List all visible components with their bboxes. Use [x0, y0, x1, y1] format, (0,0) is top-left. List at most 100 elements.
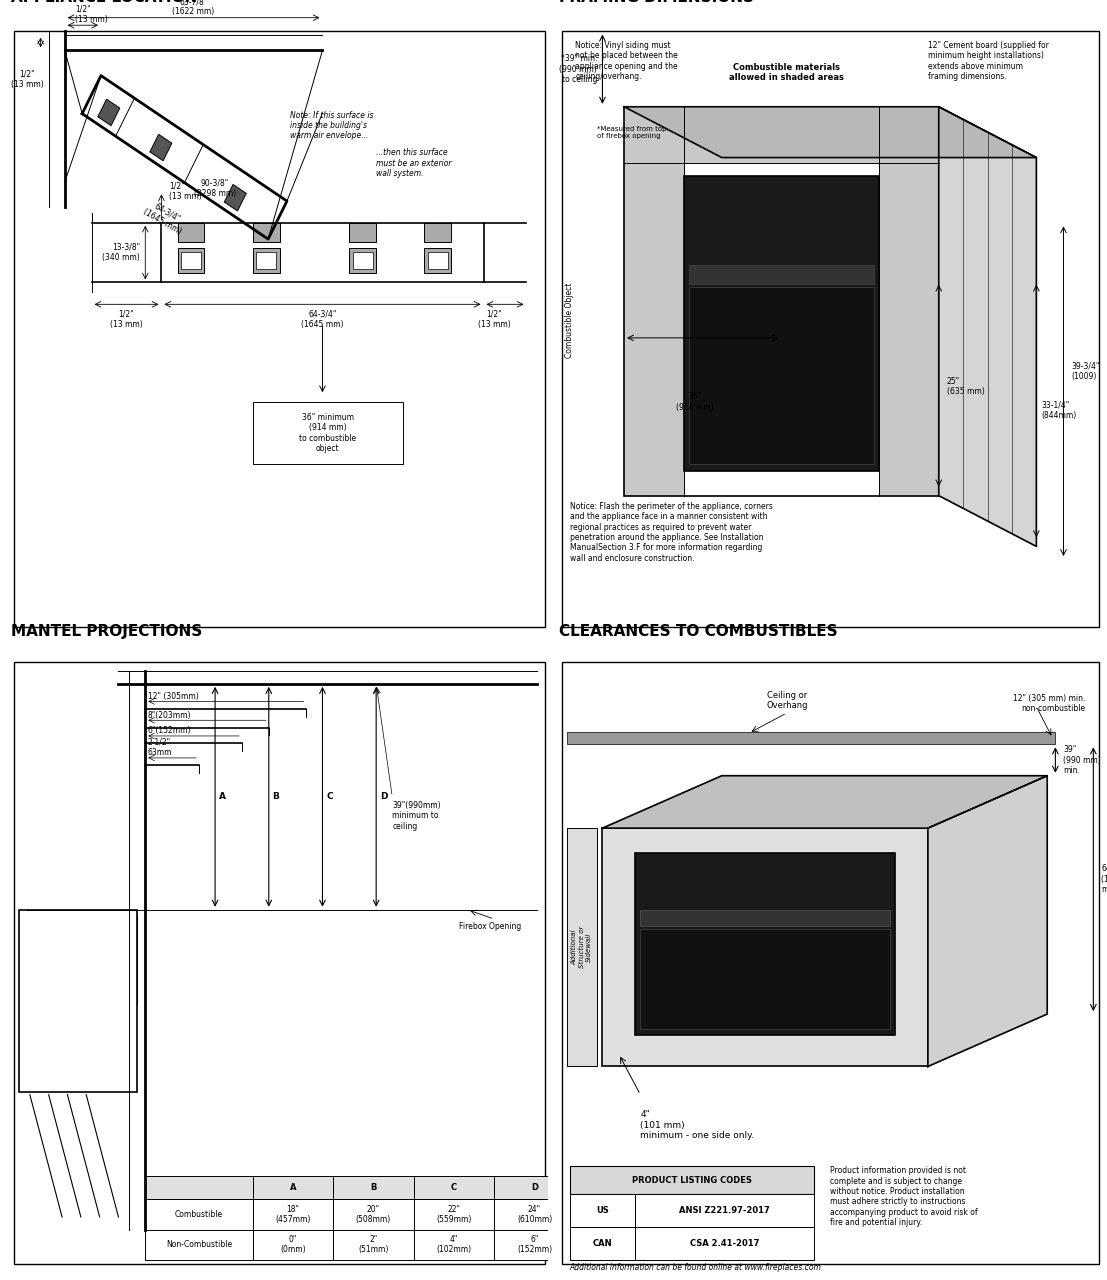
Text: *39" min.
(990 mm)
to ceiling: *39" min. (990 mm) to ceiling: [559, 54, 597, 84]
Text: A: A: [219, 792, 226, 801]
Bar: [145, 1230, 252, 1260]
Text: 39"(990mm)
minimum to
ceiling: 39"(990mm) minimum to ceiling: [392, 801, 441, 831]
Text: 12" (305mm): 12" (305mm): [148, 691, 199, 701]
Text: FRAMING DIMENSIONS: FRAMING DIMENSIONS: [559, 0, 754, 5]
Bar: [252, 1230, 333, 1260]
Text: Additional
Structure or
Sidewall: Additional Structure or Sidewall: [572, 927, 592, 969]
Text: Ceiling or
Overhang: Ceiling or Overhang: [766, 691, 808, 710]
Text: 64-3/4"
(1645 mm): 64-3/4" (1645 mm): [142, 198, 188, 237]
Text: 24"
(610mm): 24" (610mm): [517, 1204, 552, 1224]
Text: 6"
(152mm): 6" (152mm): [517, 1235, 552, 1254]
Text: 22"
(559mm): 22" (559mm): [436, 1204, 472, 1224]
Text: 2"
(51mm): 2" (51mm): [359, 1235, 389, 1254]
Text: 1/2"
(13 mm): 1/2" (13 mm): [110, 310, 143, 329]
Bar: [89, 938, 118, 986]
Circle shape: [32, 951, 51, 973]
Text: 4"
(101 mm)
minimum - one side only.: 4" (101 mm) minimum - one side only.: [640, 1110, 755, 1140]
Text: Non-Combustible: Non-Combustible: [166, 1240, 232, 1249]
Bar: [494, 1199, 575, 1230]
Text: PRODUCT LISTING CODES: PRODUCT LISTING CODES: [632, 1176, 752, 1185]
Text: 20"
(508mm): 20" (508mm): [355, 1204, 391, 1224]
Bar: [635, 854, 896, 1036]
Polygon shape: [939, 106, 1036, 547]
Text: 1/2"
(13 mm): 1/2" (13 mm): [478, 310, 510, 329]
Text: 63-7/8"
(1622 mm): 63-7/8" (1622 mm): [173, 0, 215, 17]
Bar: [494, 1230, 575, 1260]
Bar: [333, 1199, 414, 1230]
Bar: [333, 1230, 414, 1260]
Text: 13-3/8"
(340 mm): 13-3/8" (340 mm): [102, 243, 139, 262]
Bar: [252, 1199, 333, 1230]
Text: 8"(203mm): 8"(203mm): [148, 710, 192, 719]
Polygon shape: [151, 134, 172, 160]
Text: 64"
(1626 mm)
min.: 64" (1626 mm) min.: [1101, 864, 1107, 895]
Text: 25"
(635 mm): 25" (635 mm): [946, 378, 984, 397]
Text: 36" minimum
(914 mm)
to combustible
object: 36" minimum (914 mm) to combustible obje…: [299, 412, 356, 453]
Text: C: C: [327, 792, 333, 801]
Text: 4"
(102mm): 4" (102mm): [436, 1235, 472, 1254]
Text: D: D: [531, 1183, 538, 1192]
Bar: [252, 402, 403, 465]
Text: Combustible materials
allowed in shaded areas: Combustible materials allowed in shaded …: [730, 63, 845, 82]
Bar: [350, 248, 376, 273]
Bar: [256, 252, 277, 269]
Text: 64-3/4"
(1645 mm): 64-3/4" (1645 mm): [301, 310, 343, 329]
Bar: [83, 916, 137, 1004]
Text: APPLIANCE LOCATION: APPLIANCE LOCATION: [11, 0, 197, 5]
Bar: [28, 938, 56, 986]
Text: *Measured from top
of firebox opening: *Measured from top of firebox opening: [597, 125, 666, 138]
Text: CSA 2.41-2017: CSA 2.41-2017: [690, 1239, 759, 1248]
Text: D: D: [380, 792, 387, 801]
Text: Product information provided is not
complete and is subject to change
without no: Product information provided is not comp…: [830, 1166, 977, 1228]
Bar: [570, 1166, 814, 1194]
Polygon shape: [225, 184, 246, 211]
Bar: [180, 252, 201, 269]
Bar: [22, 916, 75, 1004]
Bar: [145, 1175, 252, 1199]
Text: Note: If this surface is
inside the building's
warm air envelope...: Note: If this surface is inside the buil…: [290, 110, 374, 141]
Text: CAN: CAN: [592, 1239, 612, 1248]
Text: ...then this surface
must be an exterior
wall system.: ...then this surface must be an exterior…: [376, 148, 452, 178]
Text: C: C: [451, 1183, 457, 1192]
Bar: [567, 828, 597, 1066]
Bar: [424, 248, 452, 273]
Bar: [635, 1228, 814, 1260]
Text: 1/2"
(13 mm): 1/2" (13 mm): [11, 69, 43, 88]
Text: Notice: Flash the perimeter of the appliance, corners
and the appliance face in : Notice: Flash the perimeter of the appli…: [570, 502, 773, 563]
Bar: [640, 910, 890, 925]
Text: ANSI Z221.97-2017: ANSI Z221.97-2017: [679, 1206, 769, 1215]
Text: A: A: [290, 1183, 297, 1192]
Text: Notice: Vinyl siding must
not be placed between the
appliance opening and the
ce: Notice: Vinyl siding must not be placed …: [576, 41, 679, 81]
Text: MANTEL PROJECTIONS: MANTEL PROJECTIONS: [11, 623, 203, 639]
Bar: [162, 223, 484, 283]
Text: 1/2"
(13 mm): 1/2" (13 mm): [169, 182, 203, 201]
Bar: [602, 828, 928, 1066]
Bar: [424, 223, 452, 242]
Text: 2-1/2"
63mm: 2-1/2" 63mm: [148, 737, 173, 758]
Polygon shape: [602, 776, 1047, 828]
Bar: [19, 910, 137, 1092]
Text: 39"
(990 mm)
min.: 39" (990 mm) min.: [1064, 745, 1101, 774]
Text: 36"
(914 mm): 36" (914 mm): [676, 393, 713, 412]
Bar: [570, 1228, 635, 1260]
Text: Firebox Opening: Firebox Opening: [459, 922, 521, 932]
Circle shape: [94, 951, 113, 973]
Bar: [145, 1199, 252, 1230]
Polygon shape: [99, 100, 120, 125]
Bar: [177, 248, 205, 273]
Bar: [879, 106, 939, 495]
Bar: [177, 223, 205, 242]
Bar: [252, 1175, 333, 1199]
Text: B: B: [370, 1183, 376, 1192]
Text: CLEARANCES TO COMBUSTIBLES: CLEARANCES TO COMBUSTIBLES: [559, 623, 838, 639]
Polygon shape: [928, 776, 1047, 1066]
Bar: [684, 175, 879, 471]
Text: Combustible Object: Combustible Object: [566, 283, 575, 358]
Bar: [494, 1175, 575, 1199]
Bar: [567, 732, 1055, 745]
Bar: [690, 288, 873, 465]
Bar: [414, 1230, 494, 1260]
Text: Additional information can be found online at www.fireplaces.com: Additional information can be found onli…: [570, 1263, 821, 1272]
Bar: [635, 1194, 814, 1228]
Bar: [333, 1175, 414, 1199]
